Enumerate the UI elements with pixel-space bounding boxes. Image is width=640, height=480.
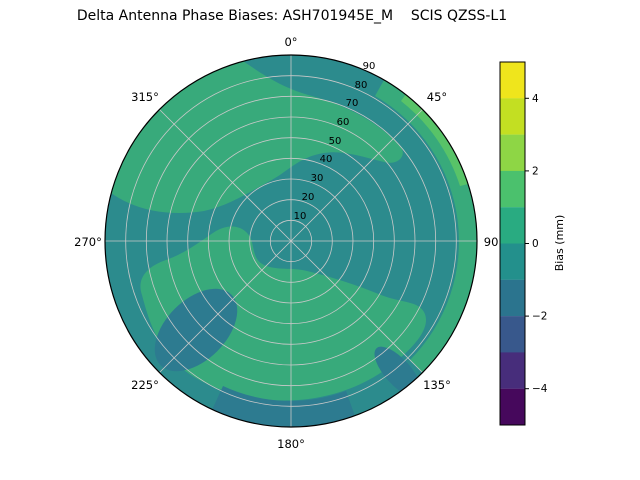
azimuth-label-135: 135° — [423, 378, 451, 392]
colorbar-bands — [500, 62, 525, 425]
contour-region-lower-blob — [140, 226, 427, 401]
radial-label-30: 30 — [311, 173, 324, 184]
colorbar: 4 2 0 −2 −4 Bias (mm) — [499, 61, 566, 426]
azimuth-label-90: 90° — [484, 235, 504, 249]
contour-regions — [111, 61, 477, 427]
polar-disk-outline — [104, 54, 478, 428]
contour-region-rim-sliver — [401, 94, 468, 186]
colorbar-axis-label: Bias (mm) — [553, 215, 566, 272]
colorbar-band — [500, 134, 525, 171]
colorbar-band — [500, 316, 525, 353]
colorbar-tick-label: 2 — [532, 166, 539, 178]
azimuth-label-45: 45° — [427, 90, 447, 104]
colorbar-band — [500, 352, 525, 389]
spoke-135 — [290, 240, 423, 373]
spoke-315 — [159, 109, 292, 242]
azimuth-label-270: 270° — [74, 235, 102, 249]
colorbar-tick-label: −4 — [532, 383, 548, 395]
colorbar-band — [500, 207, 525, 244]
contour-patch-bottom-rim — [212, 386, 355, 427]
contour-patch-lower-left — [154, 288, 238, 372]
radial-label-60: 60 — [337, 117, 350, 128]
colorbar-band — [500, 62, 525, 99]
polar-grid-spokes — [105, 55, 477, 427]
radial-label-90: 90 — [363, 61, 376, 72]
azimuth-label-315: 315° — [131, 90, 159, 104]
colorbar-band — [500, 98, 525, 135]
radial-labels: 10 20 30 40 50 60 70 80 90 — [294, 61, 376, 222]
colorbar-tick-label: 0 — [532, 238, 539, 250]
radial-label-10: 10 — [294, 211, 307, 222]
radial-label-70: 70 — [346, 98, 359, 109]
radial-label-20: 20 — [302, 192, 315, 203]
spoke-45 — [290, 109, 423, 242]
colorbar-band — [500, 243, 525, 280]
azimuth-label-0: 0° — [284, 35, 297, 49]
azimuth-label-225: 225° — [131, 378, 159, 392]
contour-region-upper-band — [111, 61, 403, 213]
colorbar-tick-label: −2 — [532, 311, 547, 323]
azimuth-labels: 0° 45° 90° 135° 180° 225° 270° 315° — [74, 35, 504, 451]
colorbar-band — [500, 279, 525, 317]
radial-label-40: 40 — [320, 154, 333, 165]
colorbar-ticks — [525, 97, 529, 390]
radial-label-50: 50 — [329, 136, 342, 147]
colorbar-tick-label: 4 — [532, 93, 539, 105]
azimuth-label-180: 180° — [277, 437, 305, 451]
chart-title: Delta Antenna Phase Biases: ASH701945E_M… — [77, 8, 507, 24]
colorbar-band — [500, 170, 525, 208]
colorbar-tick-labels: 4 2 0 −2 −4 — [532, 93, 548, 395]
radial-label-80: 80 — [355, 80, 368, 91]
colorbar-band — [500, 388, 525, 425]
spoke-225 — [159, 240, 292, 373]
